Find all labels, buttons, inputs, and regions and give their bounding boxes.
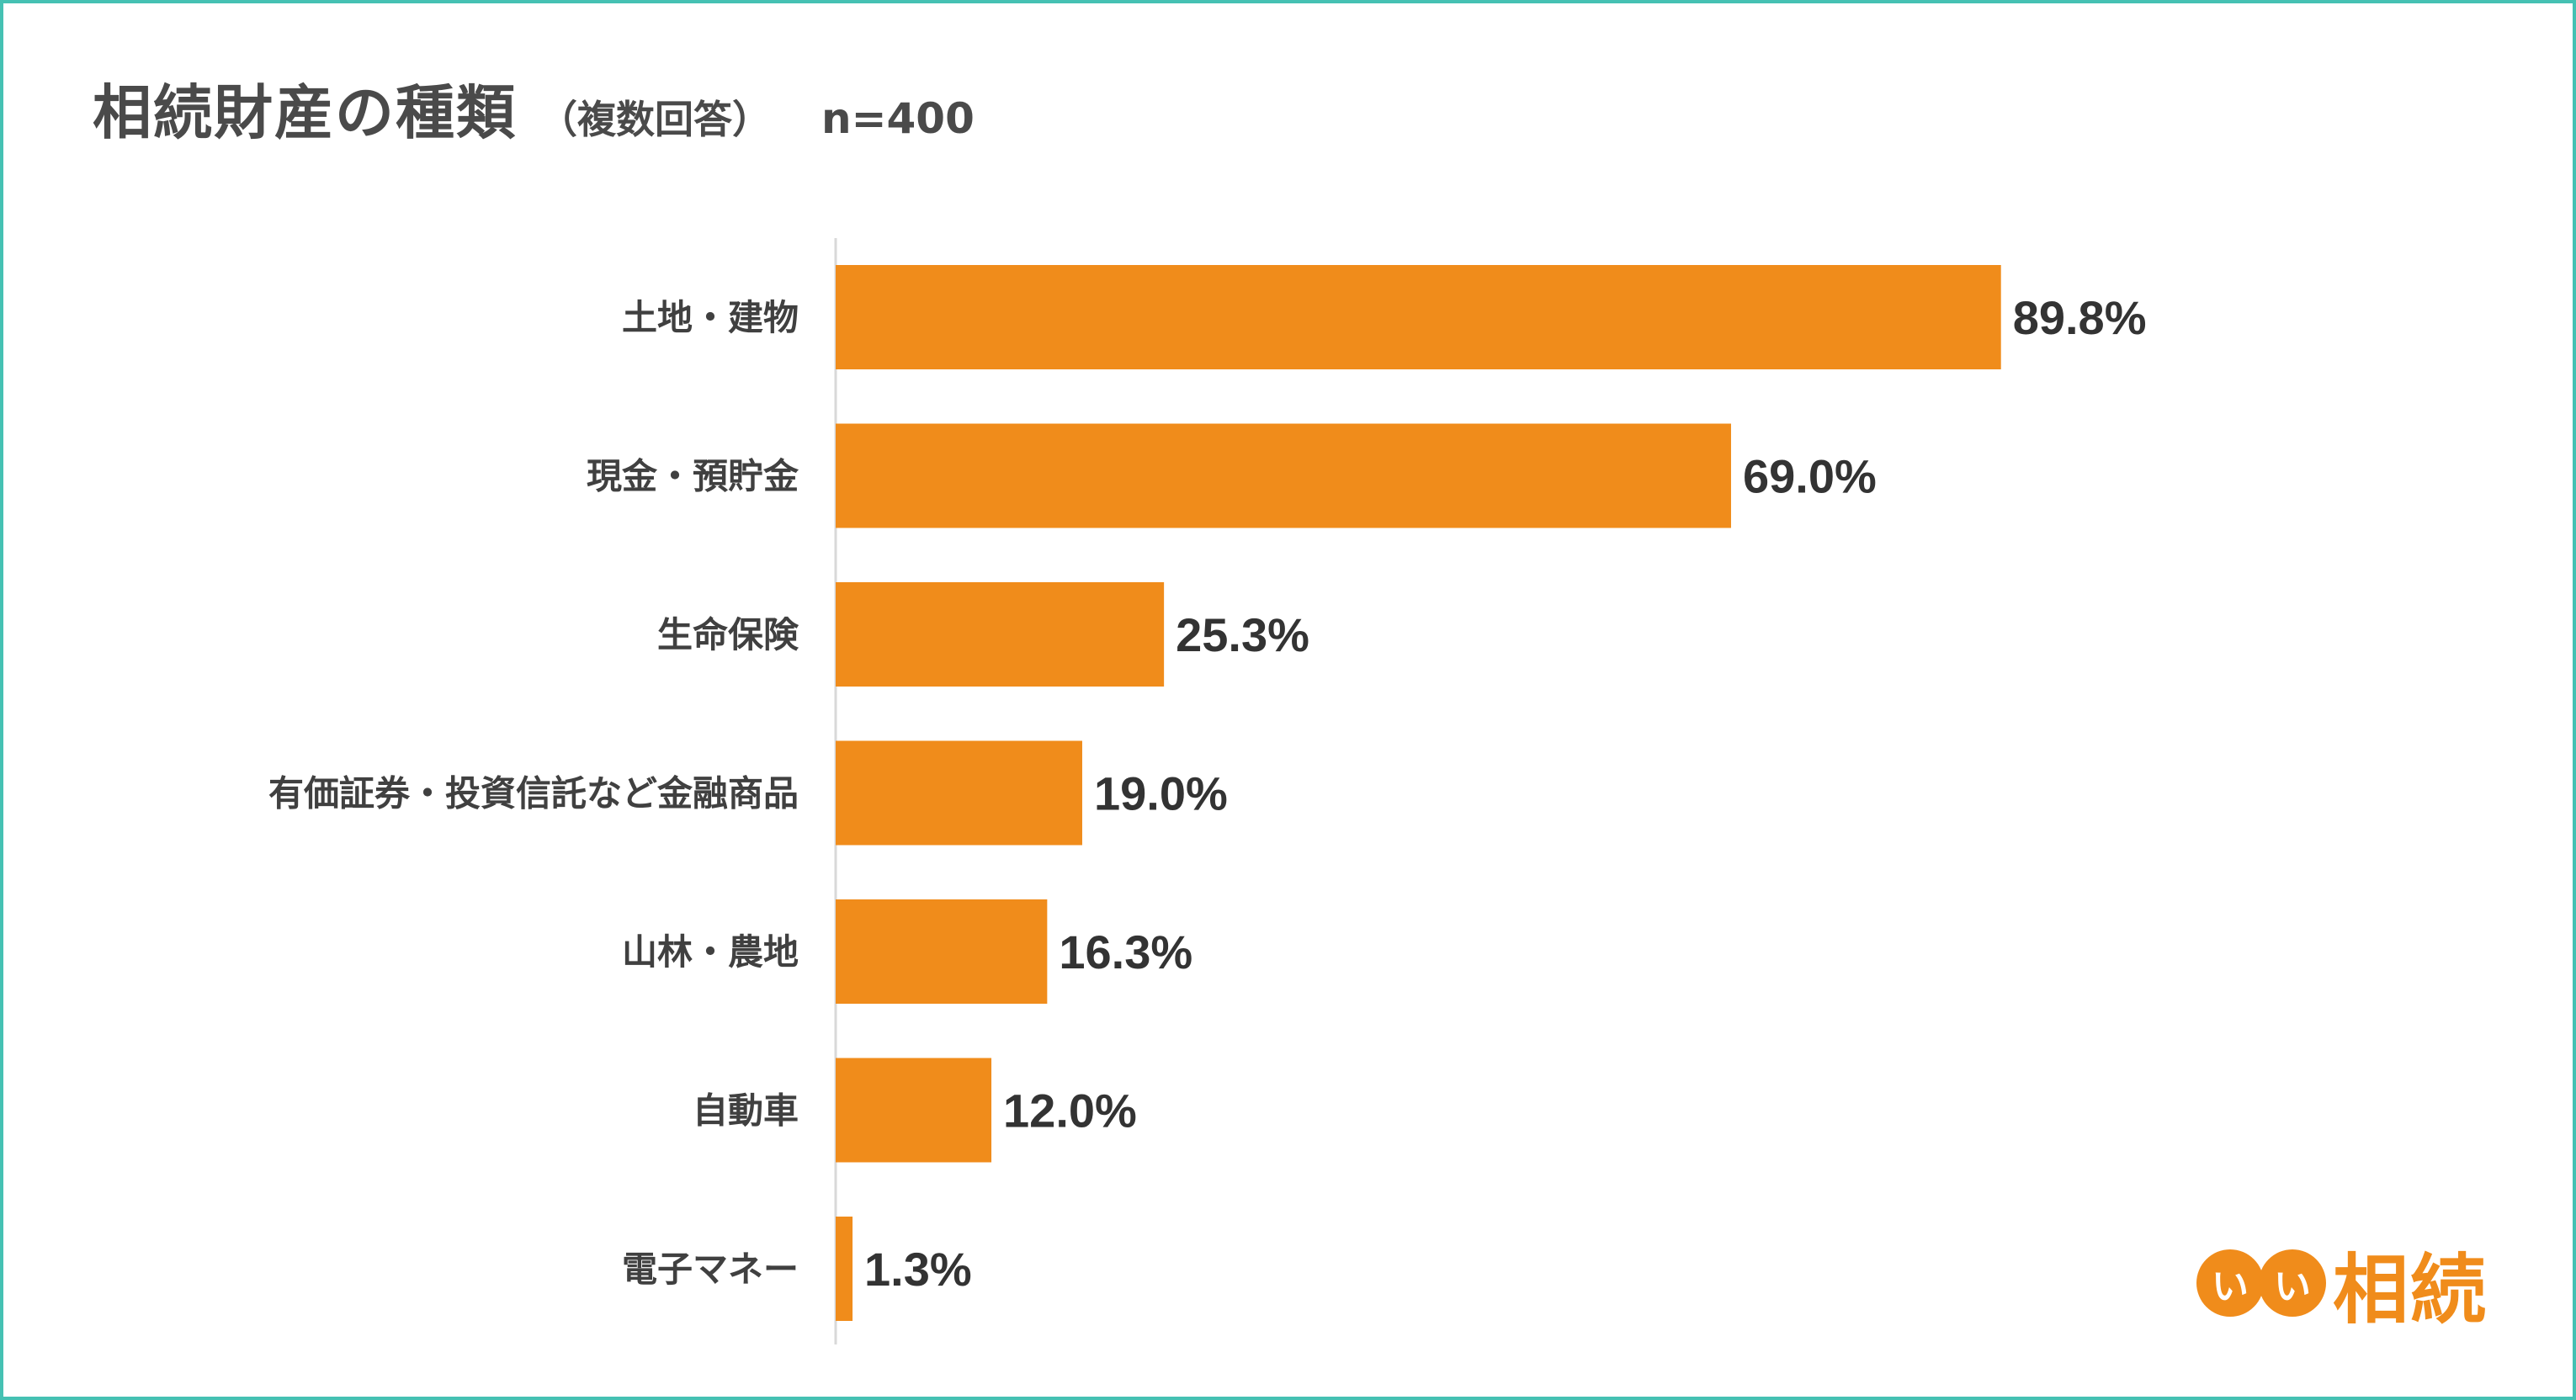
- bar: [836, 265, 2001, 369]
- data-label: 25.3%: [1176, 608, 1309, 661]
- category-label: 有価証券・投資信託など金融商品: [268, 773, 799, 814]
- bar: [836, 582, 1165, 687]
- category-label: 自動車: [693, 1090, 799, 1132]
- data-label: 89.8%: [2013, 291, 2147, 344]
- category-label: 現金・預貯金: [587, 456, 799, 497]
- bar: [836, 1058, 992, 1163]
- chart-header: 相続財産の種類 （複数回答） n=400: [93, 66, 975, 150]
- logo-badge-char: い: [2196, 1249, 2264, 1317]
- category-label: 電子マネー: [622, 1249, 799, 1290]
- category-label: 生命保険: [657, 614, 799, 655]
- category-label: 土地・建物: [622, 297, 799, 338]
- logo-badge: い い: [2196, 1249, 2326, 1317]
- data-label: 19.0%: [1094, 767, 1228, 820]
- data-label: 1.3%: [864, 1243, 972, 1296]
- bar: [836, 1217, 853, 1321]
- bar: [836, 740, 1082, 846]
- data-label: 16.3%: [1059, 925, 1192, 978]
- bar: [836, 899, 1048, 1004]
- logo-badge-char: い: [2259, 1249, 2326, 1317]
- logo-text: 相続: [2333, 1246, 2488, 1334]
- category-label: 山林・農地: [622, 931, 799, 973]
- sample-size: n=400: [821, 94, 975, 143]
- bar: [836, 423, 1731, 528]
- brand-logo: い い 相続: [2196, 1237, 2488, 1334]
- chart-title: 相続財産の種類: [93, 78, 517, 147]
- data-label: 69.0%: [1743, 450, 1877, 503]
- chart-subtitle: （複数回答）: [539, 97, 771, 142]
- data-label: 12.0%: [1003, 1084, 1137, 1138]
